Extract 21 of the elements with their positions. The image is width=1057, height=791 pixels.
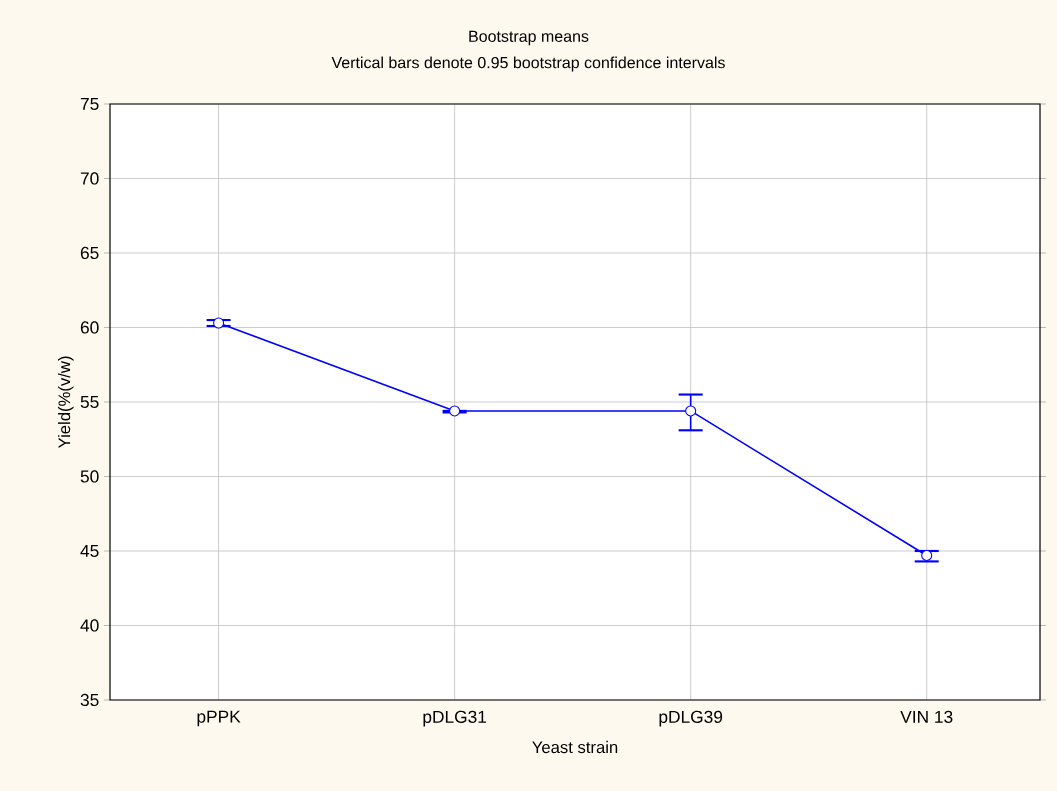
point <box>213 317 225 329</box>
x-tick-label: pDLG31 <box>423 710 487 727</box>
point <box>921 549 933 561</box>
x-tick-label: pPPK <box>197 710 241 727</box>
y-tick-label: 65 <box>80 246 99 260</box>
point <box>685 405 697 417</box>
x-tick-label: VIN 13 <box>900 710 953 723</box>
y-tick-label: 50 <box>80 470 99 483</box>
y-tick-label: 75 <box>80 97 99 111</box>
y-tick-label: 45 <box>80 544 99 558</box>
y-tick-label: 60 <box>80 321 99 334</box>
y-axis-title: Yield(%(v/w) <box>57 356 74 449</box>
y-tick-label: 70 <box>80 172 99 185</box>
x-tick-label: pDLG39 <box>659 710 723 727</box>
y-tick-label: 35 <box>80 693 99 707</box>
x-axis-title: Yeast strain <box>532 740 618 754</box>
point <box>449 405 461 417</box>
chart-title: Bootstrap means <box>469 30 589 46</box>
y-tick-label: 55 <box>80 395 99 409</box>
y-tick-label: 40 <box>80 619 99 632</box>
chart-subtitle: Vertical bars denote 0.95 bootstrap confidence intervals <box>331 56 725 72</box>
